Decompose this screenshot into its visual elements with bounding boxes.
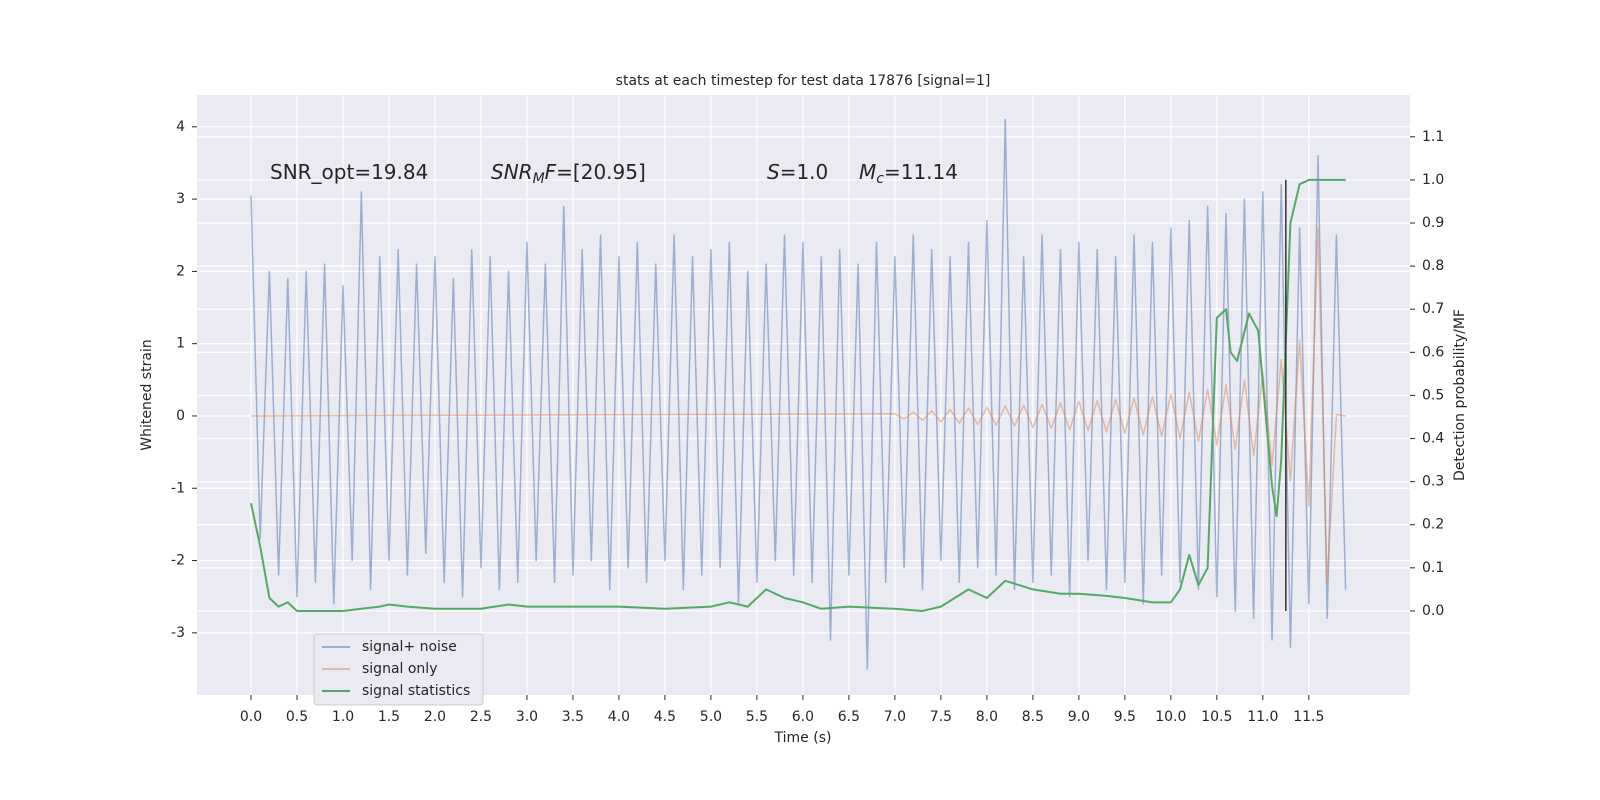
annotation-part: M bbox=[533, 171, 545, 187]
annotation-part: M bbox=[859, 160, 876, 184]
x-tick-label: 1.5 bbox=[378, 709, 400, 725]
x-tick-label: 8.0 bbox=[976, 709, 998, 725]
x-tick-label: 6.5 bbox=[838, 709, 860, 725]
annotation-part: S bbox=[767, 160, 780, 184]
x-tick-label: 2.0 bbox=[424, 709, 446, 725]
legend-label: signal+ noise bbox=[362, 639, 457, 655]
y-tick-label: 1 bbox=[176, 336, 185, 352]
annotation-part: =1.0 bbox=[780, 160, 829, 184]
x-tick-label: 10.0 bbox=[1155, 709, 1186, 725]
annotation-part: =11.14 bbox=[884, 160, 958, 184]
annotation: S=1.0 bbox=[767, 160, 828, 184]
plot-layer bbox=[250, 118, 1347, 670]
legend-label: signal statistics bbox=[362, 683, 470, 699]
x-tick-label: 1.0 bbox=[332, 709, 354, 725]
y-tick-label: 2 bbox=[176, 263, 185, 279]
annotation: SNR_opt=19.84 bbox=[270, 160, 428, 184]
y2-tick-label: 0.7 bbox=[1422, 301, 1444, 317]
x-axis-label: Time (s) bbox=[774, 730, 832, 746]
x-tick-label: 10.5 bbox=[1201, 709, 1232, 725]
annotation-part: SNR bbox=[491, 160, 533, 184]
x-tick-label: 8.5 bbox=[1022, 709, 1044, 725]
x-tick-label: 4.0 bbox=[608, 709, 630, 725]
y2-tick-label: 0.2 bbox=[1422, 517, 1444, 533]
series-line bbox=[250, 227, 1346, 583]
annotation-part: =[20.95] bbox=[556, 160, 646, 184]
annotation-part: F bbox=[545, 160, 557, 184]
x-tick-label: 3.0 bbox=[516, 709, 538, 725]
x-tick-label: 6.0 bbox=[792, 709, 814, 725]
y-tick-label: 0 bbox=[176, 408, 185, 424]
y2-tick-label: 0.0 bbox=[1422, 603, 1444, 619]
annotation: Mc=11.14 bbox=[859, 160, 958, 188]
annotation: SNRMF=[20.95] bbox=[491, 160, 646, 188]
y-tick-label: 4 bbox=[176, 119, 185, 135]
y2-tick-label: 1.0 bbox=[1422, 172, 1444, 188]
y2-tick-label: 0.9 bbox=[1422, 215, 1444, 231]
y2-tick-label: 0.6 bbox=[1422, 344, 1444, 360]
x-tick-label: 7.5 bbox=[930, 709, 952, 725]
y-tick-label: -3 bbox=[171, 625, 185, 641]
x-tick-label: 7.0 bbox=[884, 709, 906, 725]
y-tick-label: 3 bbox=[176, 191, 185, 207]
x-tick-label: 4.5 bbox=[654, 709, 676, 725]
x-tick-label: 3.5 bbox=[562, 709, 584, 725]
y2-tick-label: 0.8 bbox=[1422, 258, 1444, 274]
y2-axis-label: Detection probability/MF bbox=[1452, 309, 1468, 481]
legend-box bbox=[313, 633, 484, 706]
chart-title: stats at each timestep for test data 178… bbox=[616, 73, 991, 89]
series-line bbox=[250, 178, 1346, 612]
x-tick-label: 11.0 bbox=[1247, 709, 1278, 725]
x-tick-label: 9.0 bbox=[1068, 709, 1090, 725]
x-tick-label: 0.0 bbox=[240, 709, 262, 725]
y2-tick-label: 1.1 bbox=[1422, 129, 1444, 145]
annotation-part: SNR_opt=19.84 bbox=[270, 160, 428, 184]
x-tick-label: 2.5 bbox=[470, 709, 492, 725]
x-tick-label: 5.5 bbox=[746, 709, 768, 725]
series-line bbox=[250, 118, 1347, 670]
y2-tick-label: 0.5 bbox=[1422, 387, 1444, 403]
x-tick-label: 9.5 bbox=[1114, 709, 1136, 725]
y-tick-label: -2 bbox=[171, 553, 185, 569]
y-tick-label: -1 bbox=[171, 480, 185, 496]
x-tick-label: 5.0 bbox=[700, 709, 722, 725]
annotation-part: c bbox=[876, 171, 884, 187]
legend-label: signal only bbox=[362, 661, 437, 677]
y2-tick-label: 0.3 bbox=[1422, 474, 1444, 490]
y-axis-label: Whitened strain bbox=[139, 339, 155, 450]
y2-tick-label: 0.4 bbox=[1422, 431, 1444, 447]
x-tick-label: 11.5 bbox=[1293, 709, 1324, 725]
x-tick-label: 0.5 bbox=[286, 709, 308, 725]
y2-tick-label: 0.1 bbox=[1422, 560, 1444, 576]
